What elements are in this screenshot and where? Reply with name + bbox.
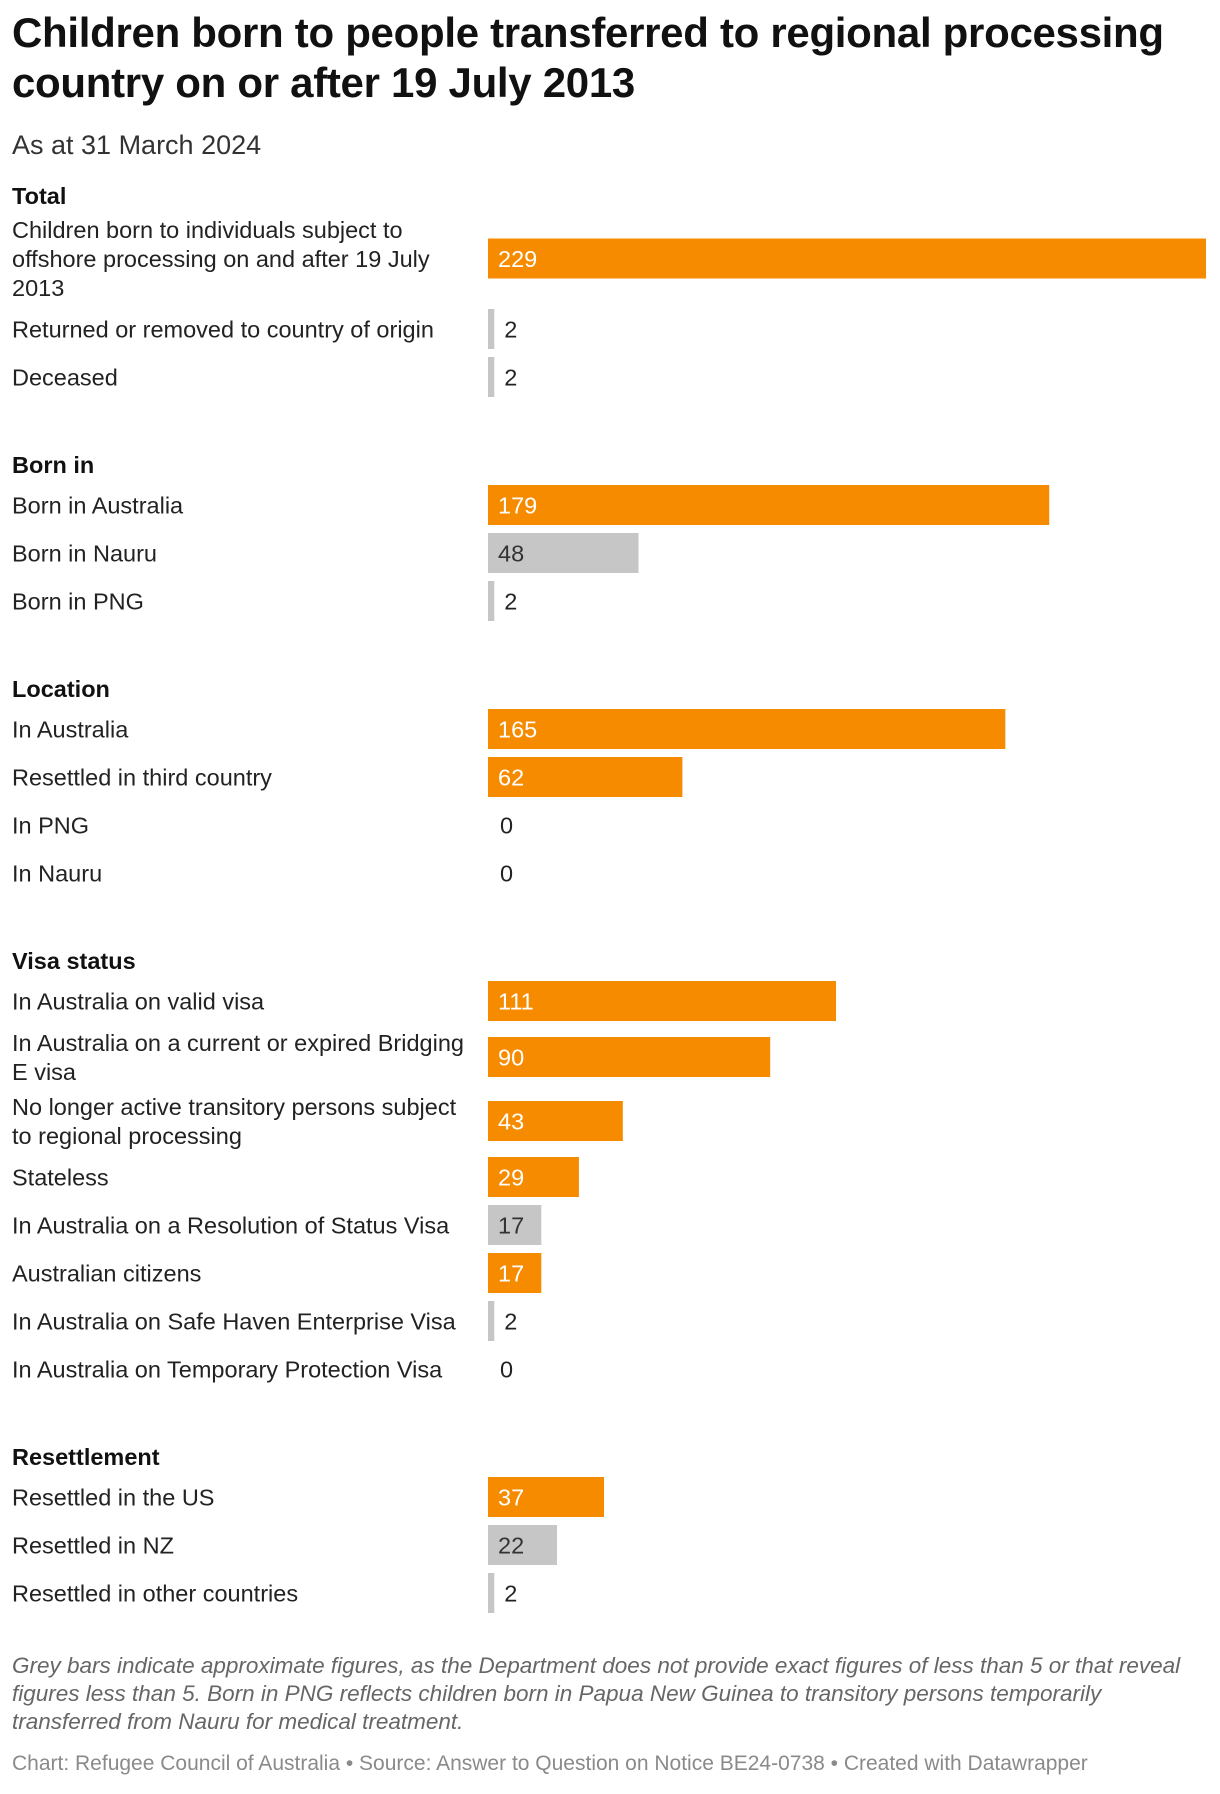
value-label: 90 bbox=[498, 1044, 524, 1070]
row-label-line: offshore processing on and after 19 July bbox=[12, 246, 430, 272]
chart-subtitle: As at 31 March 2024 bbox=[12, 130, 262, 160]
value-label: 29 bbox=[498, 1164, 524, 1190]
value-label: 2 bbox=[504, 316, 517, 342]
bar bbox=[488, 357, 495, 397]
value-label: 0 bbox=[500, 812, 513, 838]
chart-notes: Grey bars indicate approximate figures, … bbox=[12, 1653, 1181, 1734]
row-label-line: Born in PNG bbox=[12, 588, 144, 614]
value-label: 165 bbox=[498, 716, 537, 742]
row-label-line: Stateless bbox=[12, 1164, 109, 1190]
row-label: In Australia on a current or expired Bri… bbox=[12, 1030, 464, 1085]
chart-title: Children born to people transferred to r… bbox=[12, 9, 1164, 106]
row-label: In Australia on valid visa bbox=[12, 988, 265, 1014]
row-label-line: Returned or removed to country of origin bbox=[12, 316, 434, 342]
value-label: 17 bbox=[498, 1260, 524, 1286]
bar bbox=[488, 1037, 771, 1077]
value-label: 0 bbox=[500, 1356, 513, 1382]
row-label: Returned or removed to country of origin bbox=[12, 316, 434, 342]
row-label-line: In Australia on a Resolution of Status V… bbox=[12, 1212, 450, 1238]
row-label: Australian citizens bbox=[12, 1260, 201, 1286]
bar bbox=[488, 1253, 542, 1293]
row-label-line: Resettled in third country bbox=[12, 764, 272, 790]
row-label-line: In Australia on valid visa bbox=[12, 988, 265, 1014]
bar bbox=[488, 238, 1206, 279]
row-label-line: In Australia on Safe Haven Enterprise Vi… bbox=[12, 1308, 457, 1334]
row-label-line: Deceased bbox=[12, 364, 118, 390]
group-heading: Resettlement bbox=[12, 1444, 160, 1470]
bar bbox=[488, 981, 837, 1021]
row-label-line: Resettled in NZ bbox=[12, 1532, 174, 1558]
bar bbox=[488, 1525, 557, 1565]
value-label: 111 bbox=[498, 988, 534, 1014]
row-label: Born in PNG bbox=[12, 588, 144, 614]
row-label-line: E visa bbox=[12, 1059, 77, 1085]
row-label: Born in Nauru bbox=[12, 540, 157, 566]
row-label: Resettled in NZ bbox=[12, 1532, 174, 1558]
value-label: 179 bbox=[498, 492, 537, 518]
row-label: In Australia bbox=[12, 716, 129, 742]
bar-chart: Total Children born to individuals subjec… bbox=[12, 183, 1206, 1613]
row-label: Resettled in the US bbox=[12, 1484, 214, 1510]
row-label-line: In PNG bbox=[12, 812, 89, 838]
bar bbox=[488, 309, 495, 349]
row-label: No longer active transitory persons subj… bbox=[12, 1094, 457, 1149]
value-label: 2 bbox=[504, 1308, 517, 1334]
row-label-line: 2013 bbox=[12, 275, 64, 301]
row-label-line: In Australia on Temporary Protection Vis… bbox=[12, 1356, 443, 1382]
bar bbox=[488, 581, 495, 621]
value-label: 22 bbox=[498, 1532, 524, 1558]
row-label: In Australia on Safe Haven Enterprise Vi… bbox=[12, 1308, 457, 1334]
row-label: Resettled in other countries bbox=[12, 1580, 298, 1606]
row-label: Stateless bbox=[12, 1164, 109, 1190]
value-label: 48 bbox=[498, 540, 524, 566]
value-label: 43 bbox=[498, 1108, 524, 1134]
row-label-line: No longer active transitory persons subj… bbox=[12, 1094, 457, 1120]
row-label-line: In Australia bbox=[12, 716, 129, 742]
value-label: 2 bbox=[504, 364, 517, 390]
chart-footer: Chart: Refugee Council of Australia • So… bbox=[12, 1752, 1088, 1775]
bar bbox=[488, 1477, 605, 1517]
row-label-line: Born in Australia bbox=[12, 492, 184, 518]
bar bbox=[488, 1205, 542, 1245]
value-label: 2 bbox=[504, 588, 517, 614]
group-heading: Location bbox=[12, 676, 110, 702]
row-label: In PNG bbox=[12, 812, 89, 838]
bar bbox=[488, 485, 1050, 525]
bar bbox=[488, 1157, 579, 1197]
row-label-line: Resettled in the US bbox=[12, 1484, 214, 1510]
bar bbox=[488, 709, 1006, 749]
bar bbox=[488, 757, 683, 797]
row-label-line: Australian citizens bbox=[12, 1260, 201, 1286]
row-label-line: In Australia on a current or expired Bri… bbox=[12, 1030, 464, 1056]
bar bbox=[488, 1101, 623, 1141]
row-label: In Australia on a Resolution of Status V… bbox=[12, 1212, 450, 1238]
row-label: Resettled in third country bbox=[12, 764, 272, 790]
group-heading: Born in bbox=[12, 452, 94, 478]
value-label: 2 bbox=[504, 1580, 517, 1606]
row-label: In Australia on Temporary Protection Vis… bbox=[12, 1356, 443, 1382]
value-label: 37 bbox=[498, 1484, 524, 1510]
row-label-line: Children born to individuals subject to bbox=[12, 217, 403, 243]
row-label-line: Born in Nauru bbox=[12, 540, 157, 566]
bar bbox=[488, 1301, 495, 1341]
value-label: 229 bbox=[498, 246, 537, 272]
value-label: 17 bbox=[498, 1212, 524, 1238]
row-label: Deceased bbox=[12, 364, 118, 390]
bar bbox=[488, 1573, 495, 1613]
row-label: Born in Australia bbox=[12, 492, 184, 518]
row-label-line: to regional processing bbox=[12, 1123, 242, 1149]
value-label: 0 bbox=[500, 860, 513, 886]
group-heading: Visa status bbox=[12, 948, 136, 974]
bar bbox=[488, 533, 639, 573]
row-label: In Nauru bbox=[12, 860, 102, 886]
group-heading: Total bbox=[12, 183, 66, 209]
row-label-line: In Nauru bbox=[12, 860, 102, 886]
row-label-line: Resettled in other countries bbox=[12, 1580, 298, 1606]
value-label: 62 bbox=[498, 764, 524, 790]
row-label: Children born to individuals subject to o… bbox=[12, 217, 430, 301]
